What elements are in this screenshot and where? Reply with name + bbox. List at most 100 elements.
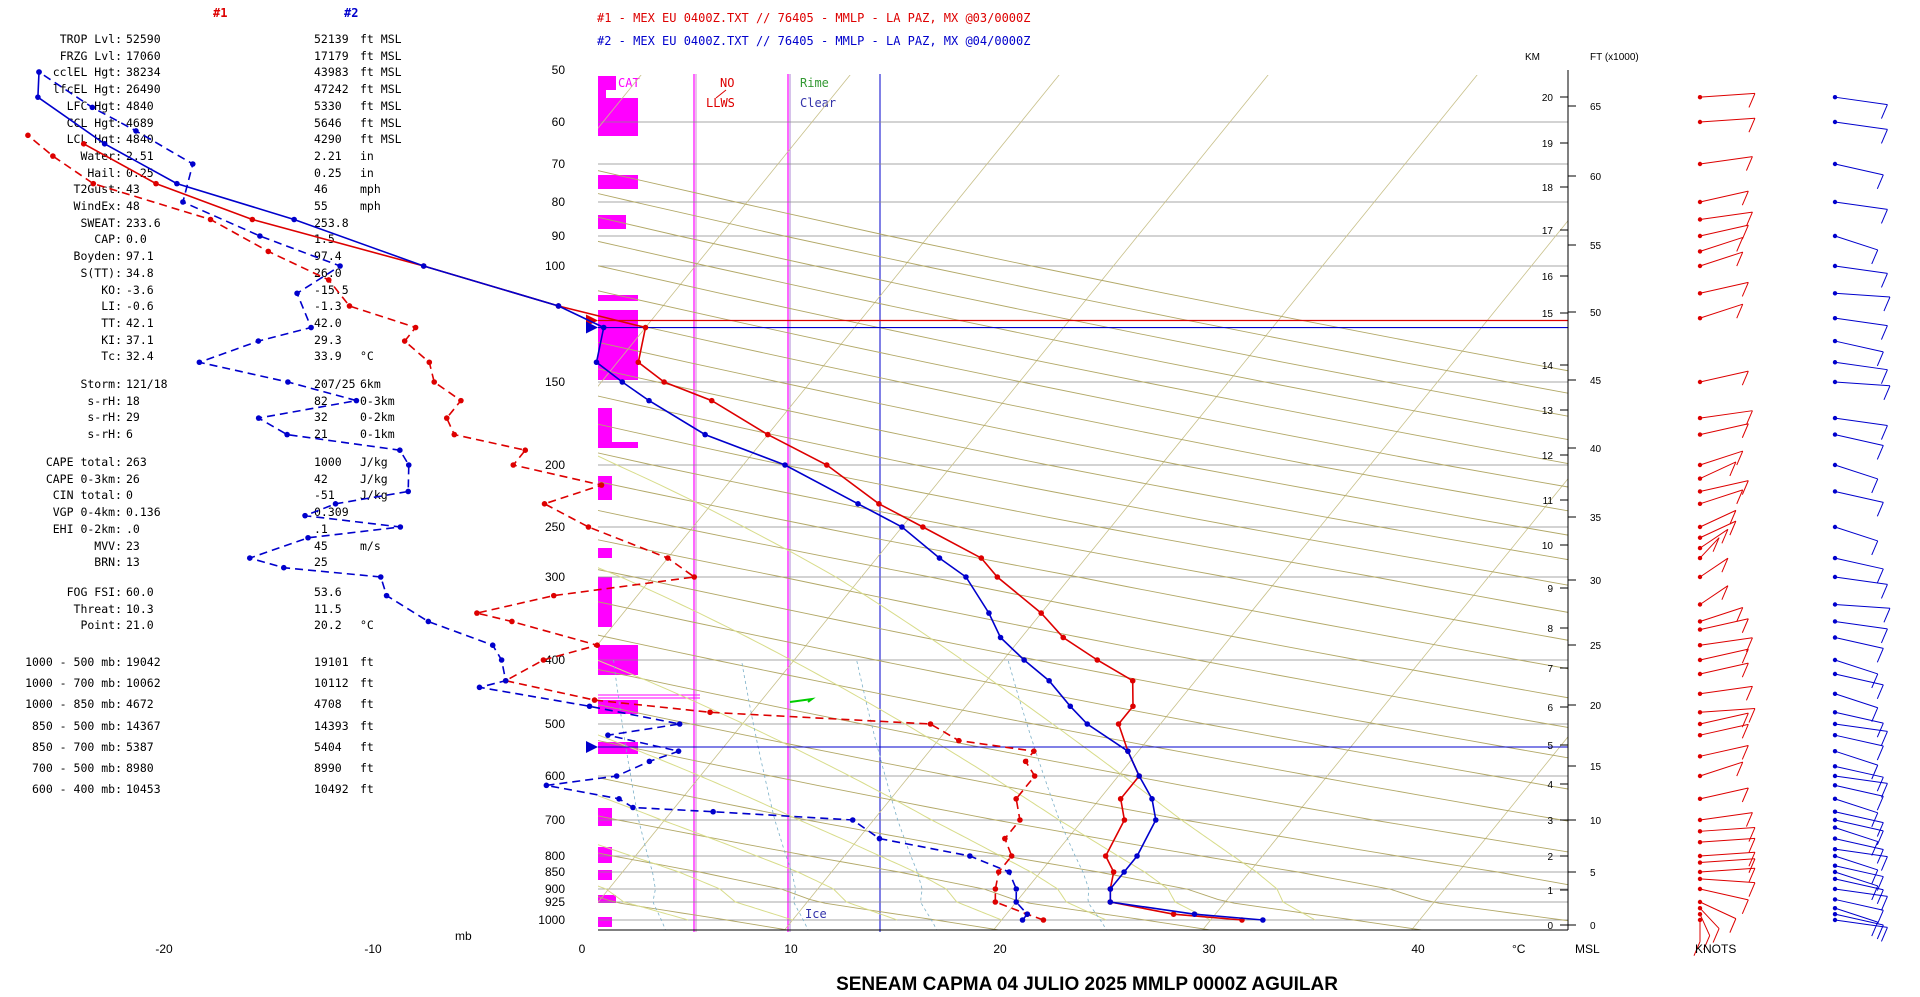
icing-label-no: NO xyxy=(720,76,734,90)
wind-barbs-panel: KNOTS xyxy=(1693,92,1891,956)
wind-barb-s2 xyxy=(1834,620,1888,630)
series-point-1 xyxy=(509,618,515,625)
series-point-2 xyxy=(1152,817,1159,823)
series-point-3 xyxy=(616,796,622,802)
series-point-0 xyxy=(978,555,985,561)
indices-v1: 4689 xyxy=(126,115,154,130)
series-point-3 xyxy=(630,804,636,811)
wind-barb-s1 xyxy=(1699,520,1737,539)
dry-adiabat xyxy=(598,395,1568,586)
moist-adiabat xyxy=(0,527,375,920)
km-tick-label: 2 xyxy=(1547,852,1553,863)
indices-v1: 97.1 xyxy=(126,249,154,264)
series-point-2 xyxy=(1125,748,1131,754)
series-point-3 xyxy=(302,512,308,519)
cat-bar xyxy=(598,175,638,189)
thickness-v1: 5387 xyxy=(126,739,154,754)
km-tick-label: 1 xyxy=(1547,886,1553,897)
pressure-tick-label: 300 xyxy=(545,570,565,584)
wind-barb-s1 xyxy=(1741,724,1749,739)
wind-barb-s2 xyxy=(1834,765,1884,778)
series-point-0 xyxy=(1129,677,1136,684)
wind-barb-s2 xyxy=(1834,878,1884,891)
dry-adiabat xyxy=(598,315,1568,512)
series-point-0 xyxy=(823,462,830,468)
dry-adiabat xyxy=(598,423,1568,613)
indices-v2: 29.3 xyxy=(314,332,342,347)
indices-v1: -3.6 xyxy=(126,282,154,297)
wind-barb-s1 xyxy=(1736,489,1744,505)
series-point-3 xyxy=(189,161,196,167)
indices-row: TROP Lvl: 52590 52139 ft MSL xyxy=(0,32,420,48)
series-point-2 xyxy=(101,141,108,147)
series-point-0 xyxy=(708,397,715,404)
storm-v1: 29 xyxy=(126,410,140,425)
pressure-tick-label: 900 xyxy=(545,882,565,896)
wind-barb-s2 xyxy=(1834,898,1884,911)
indices-u2: in xyxy=(360,148,374,163)
moist-adiabat xyxy=(598,567,1211,921)
indices-v2: -1.3 xyxy=(314,299,342,314)
series-point-2 xyxy=(997,634,1004,641)
wind-barb-s1 xyxy=(1699,837,1755,843)
pressure-tick-label: 70 xyxy=(552,157,566,171)
energy-v1: 263 xyxy=(126,455,147,469)
thickness-u2: ft xyxy=(360,697,374,712)
wind-barb-s1 xyxy=(1699,450,1743,466)
isotherm-line xyxy=(993,220,1568,930)
indices-label: cclEL Hgt: xyxy=(52,65,122,80)
dry-adiabat xyxy=(598,815,1214,930)
wind-barb-s2 xyxy=(1880,369,1888,384)
wind-barb-s2 xyxy=(1834,417,1888,427)
wind-barb-s2 xyxy=(1834,434,1884,446)
wind-barb-s1 xyxy=(1699,190,1749,203)
series-point-3 xyxy=(255,415,262,421)
wind-barb-s2 xyxy=(1871,478,1879,494)
wind-barb-s2 xyxy=(1834,381,1890,387)
ft-tick-label: 45 xyxy=(1590,376,1602,387)
km-tick-label: 3 xyxy=(1547,816,1553,827)
series-point-1 xyxy=(956,737,962,744)
indices-u2: mph xyxy=(360,199,381,213)
wind-barb-s2 xyxy=(1834,490,1884,503)
indices-row: cclEL Hgt: 38234 43983 ft MSL xyxy=(0,65,420,81)
x-tick-label: 40 xyxy=(1411,942,1425,956)
indices-v1: 233.6 xyxy=(126,215,161,230)
indices-u2: ft MSL xyxy=(360,132,402,147)
indices-label: Tc: xyxy=(101,349,122,364)
wind-barb-s1 xyxy=(1699,461,1737,480)
wind-barb-s1 xyxy=(1748,93,1756,108)
wind-barb-s1 xyxy=(1741,648,1749,664)
cat-bar xyxy=(598,742,638,754)
km-tick-label: 15 xyxy=(1542,309,1554,320)
wind-barb-s1 xyxy=(1699,662,1749,675)
indices-row: TT: 42.1 42.0 xyxy=(0,316,420,332)
wind-barb-s2 xyxy=(1834,838,1884,850)
cat-bar xyxy=(598,548,612,558)
series-point-2 xyxy=(1021,657,1027,663)
series-point-0 xyxy=(994,574,1001,580)
thickness-row: 850 - 500 mb: 14367 14393 ft xyxy=(0,719,420,735)
dry-adiabat xyxy=(598,601,1568,790)
indices-row: SWEAT: 233.6 253.8 xyxy=(0,216,420,232)
indices-row: lfcEL Hgt: 26490 47242 ft MSL xyxy=(0,82,420,98)
thickness-row: 1000 - 850 mb: 4672 4708 ft xyxy=(0,697,420,713)
wind-barb-s2 xyxy=(1834,201,1888,210)
x-tick-label: 30 xyxy=(1202,942,1216,956)
series-point-3 xyxy=(1006,869,1012,875)
series-point-1 xyxy=(691,574,698,580)
wind-barb-s2 xyxy=(1834,819,1884,832)
pressure-tick-label: 250 xyxy=(545,520,565,534)
icing-label-clear: Clear xyxy=(800,96,836,110)
dry-adiabat xyxy=(598,777,1425,930)
wind-barb-s1 xyxy=(1703,935,1711,950)
indices-u2: °C xyxy=(360,349,374,364)
indices-label: LI: xyxy=(101,299,122,314)
wind-barb-s2 xyxy=(1876,889,1884,904)
energy-row: CAPE 0-3km: 26 42 J/kg xyxy=(0,472,420,488)
wind-barb-s2 xyxy=(1834,235,1878,251)
series-point-2 xyxy=(420,263,427,269)
storm-row: s-rH: 29 32 0-2km xyxy=(0,410,420,426)
wind-barb-s2 xyxy=(1834,855,1878,871)
indices-u2: ft MSL xyxy=(360,98,402,113)
